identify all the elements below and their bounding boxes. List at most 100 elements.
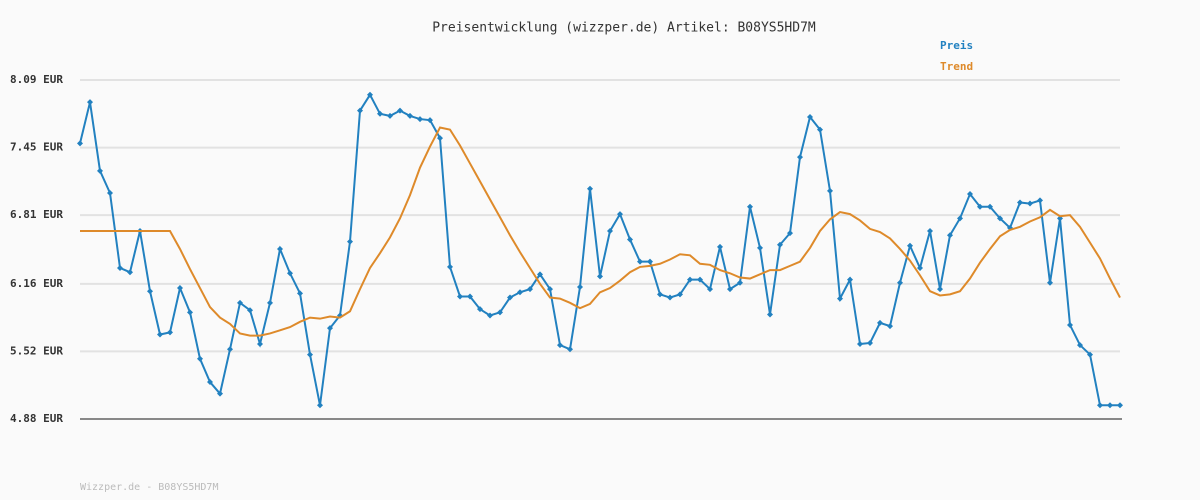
data-point (577, 283, 583, 290)
data-point (227, 346, 233, 353)
data-point (197, 355, 203, 362)
data-point (237, 299, 243, 306)
data-point (407, 112, 413, 119)
data-point (387, 112, 393, 119)
data-point (207, 379, 213, 386)
data-point (1027, 200, 1033, 207)
legend-entry: Preis (940, 39, 973, 52)
data-point (777, 241, 783, 248)
data-point (297, 290, 303, 297)
data-point (767, 311, 773, 318)
data-point (787, 230, 793, 237)
data-point (147, 288, 153, 295)
data-point (487, 312, 493, 319)
data-point (927, 228, 933, 235)
data-point (107, 190, 113, 196)
y-tick-label: 8.09 EUR (10, 73, 63, 86)
data-point (957, 215, 963, 222)
data-point (607, 228, 613, 235)
data-point (477, 306, 483, 313)
data-point (627, 236, 633, 243)
data-point (127, 269, 133, 276)
data-point (797, 154, 803, 161)
data-point (167, 329, 173, 336)
data-point (1097, 402, 1103, 409)
data-point (667, 294, 673, 301)
data-point (867, 339, 873, 346)
data-point (847, 276, 853, 283)
data-point (307, 351, 313, 358)
data-point (897, 279, 903, 286)
data-point (677, 291, 683, 298)
data-point (987, 203, 993, 210)
data-point (187, 309, 193, 316)
data-point (657, 291, 663, 298)
data-point (747, 203, 753, 210)
data-point (597, 273, 603, 280)
data-point (397, 107, 403, 114)
data-point (997, 215, 1003, 222)
data-point (177, 285, 183, 292)
data-point (437, 135, 443, 142)
data-point (697, 276, 703, 283)
y-tick-label: 4.88 EUR (10, 412, 63, 425)
data-point (717, 243, 723, 250)
data-point (377, 110, 383, 117)
data-point (1037, 197, 1043, 204)
data-point (687, 276, 693, 283)
data-point (887, 323, 893, 330)
y-tick-label: 7.45 EUR (10, 141, 63, 154)
data-point (427, 117, 433, 124)
data-point (1017, 199, 1023, 206)
data-point (937, 286, 943, 293)
footer: Wizzper.de - B08YS5HD7M (80, 482, 218, 493)
data-point (827, 187, 833, 194)
data-point (807, 113, 813, 120)
data-point (117, 264, 123, 271)
series-line (80, 126, 1121, 337)
data-point (357, 107, 363, 114)
data-point (707, 286, 713, 293)
data-point (287, 270, 293, 277)
data-point (1077, 342, 1083, 349)
data-point (757, 244, 763, 251)
data-point (967, 191, 973, 198)
data-point (347, 238, 353, 245)
data-point (537, 271, 543, 278)
data-point (617, 211, 623, 218)
data-point (317, 402, 323, 409)
data-point (457, 293, 463, 300)
data-point (217, 390, 223, 397)
data-point (817, 126, 823, 133)
data-point (277, 245, 283, 252)
data-point (557, 342, 563, 349)
data-point (267, 299, 273, 306)
data-point (257, 341, 263, 348)
data-point (547, 286, 553, 293)
data-point (367, 91, 373, 98)
data-point (737, 279, 743, 286)
data-point (1047, 279, 1053, 286)
data-point (517, 289, 523, 296)
data-point (417, 116, 423, 123)
data-point (527, 286, 533, 293)
data-point (1117, 402, 1123, 409)
data-point (507, 294, 513, 301)
legend-entry: Trend (940, 60, 973, 73)
data-point (587, 185, 593, 192)
data-point (917, 264, 923, 271)
chart-title: Preisentwicklung (wizzper.de) Artikel: B… (432, 21, 816, 36)
data-point (157, 331, 163, 338)
data-point (877, 319, 883, 326)
data-point (327, 325, 333, 332)
data-point (467, 293, 473, 300)
data-point (647, 258, 653, 265)
y-tick-label: 6.16 EUR (10, 277, 63, 290)
data-point (1087, 351, 1093, 358)
data-point (97, 167, 103, 174)
data-point (567, 346, 573, 353)
data-point (1107, 402, 1113, 409)
data-point (77, 140, 83, 147)
